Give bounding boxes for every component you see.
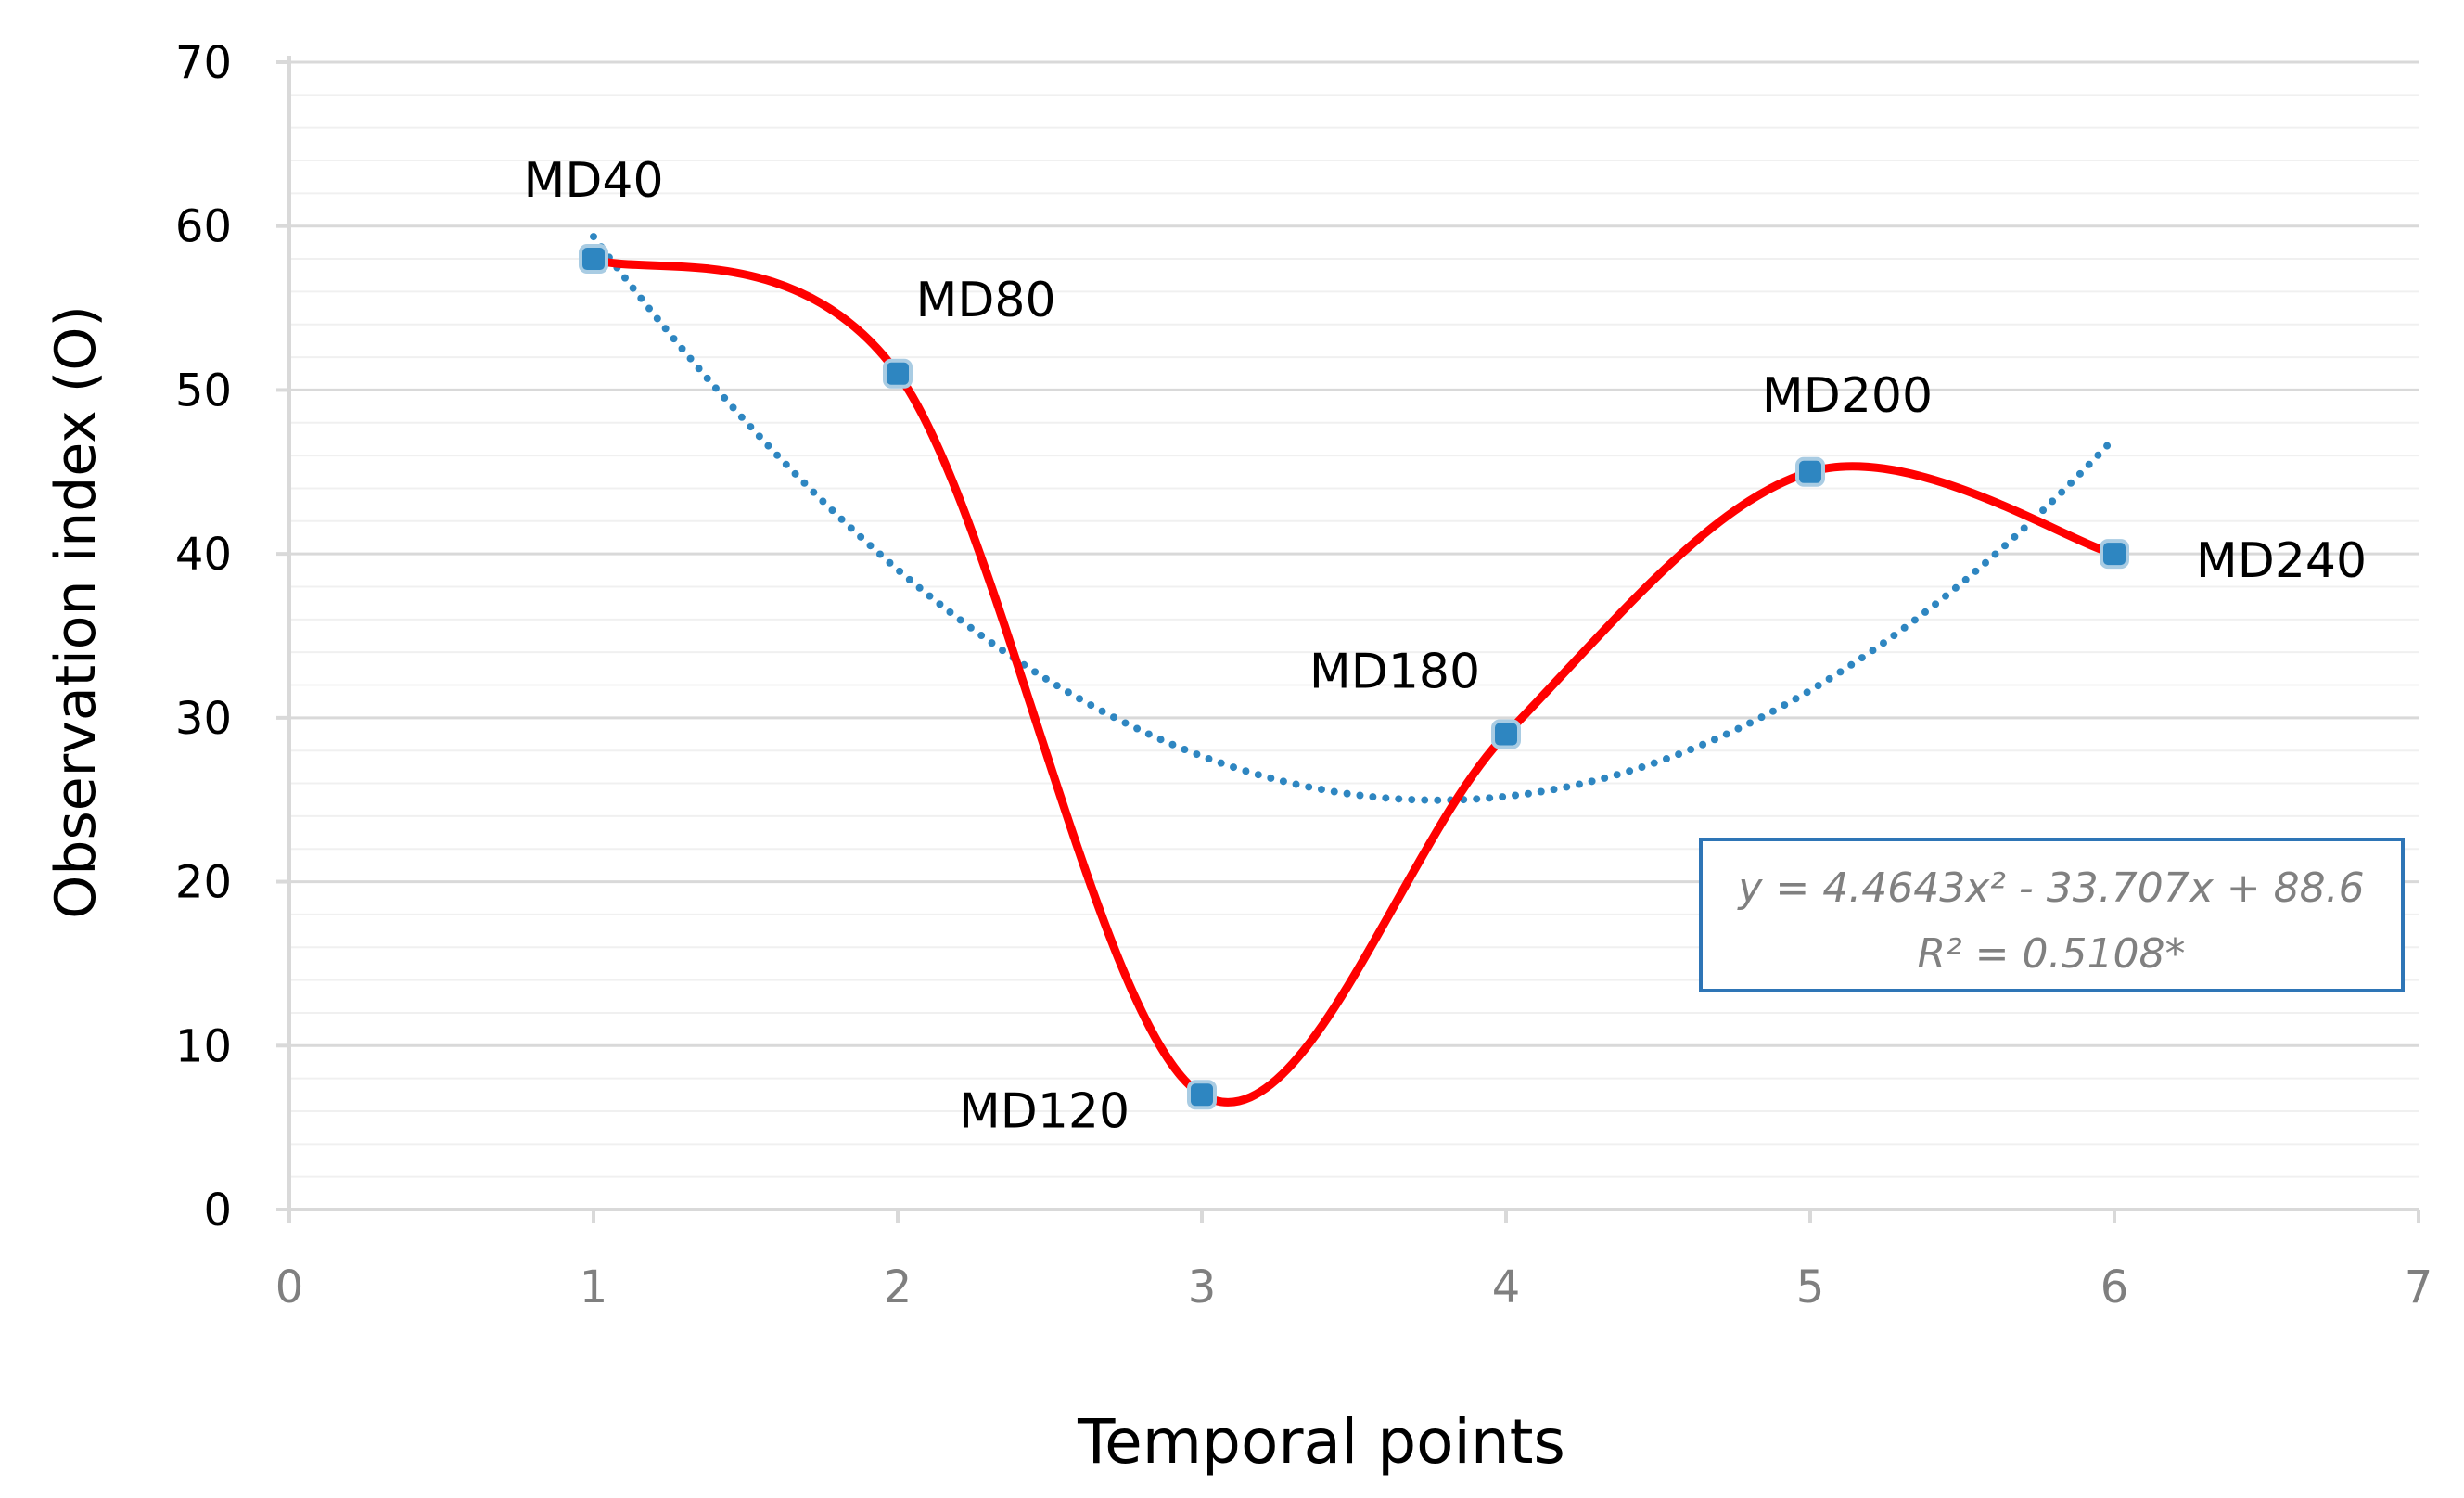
y-tick-label: 30 (175, 693, 232, 745)
trendline (590, 233, 2118, 804)
x-tick-label: 2 (884, 1261, 913, 1313)
data-point-label: MD200 (1762, 368, 1933, 424)
x-ticks: 0 1 2 3 4 5 6 7 (275, 1210, 2433, 1313)
y-tick-label: 70 (175, 37, 232, 89)
data-point-label: MD120 (959, 1083, 1130, 1139)
data-point-marker (1187, 1080, 1217, 1110)
x-tick-label: 6 (2100, 1261, 2129, 1313)
y-tick-label: 40 (175, 529, 232, 581)
trendline-equation-box: y = 4.4643x² - 33.707x + 88.6 R² = 0.510… (1699, 838, 2405, 992)
y-tick-label: 20 (175, 857, 232, 909)
trendline-layer (590, 233, 2118, 804)
data-point-label: MD180 (1309, 645, 1480, 700)
y-tick-label: 10 (175, 1020, 232, 1072)
gridlines (289, 60, 2419, 1178)
x-axis-title: Temporal points (1077, 1406, 1565, 1478)
data-point-marker (1795, 456, 1825, 487)
x-tick-label: 4 (1492, 1261, 1521, 1313)
y-tick-label: 60 (175, 201, 232, 253)
y-tick-label: 0 (203, 1184, 232, 1236)
y-axis-title: Observation index (O) (44, 305, 109, 919)
x-tick-label: 3 (1188, 1261, 1217, 1313)
data-point-marker (579, 244, 608, 275)
data-point-marker (883, 358, 913, 389)
y-ticks: 0 10 20 30 40 50 60 70 (175, 37, 289, 1236)
x-tick-label: 7 (2405, 1261, 2433, 1313)
x-tick-label: 1 (580, 1261, 608, 1313)
x-tick-label: 5 (1796, 1261, 1825, 1313)
data-point-label: MD40 (523, 153, 663, 209)
trendline-r-squared: R² = 0.5108* (1917, 930, 2185, 978)
trendline-equation: y = 4.4643x² - 33.707x + 88.6 (1736, 864, 2364, 912)
data-point-label: MD240 (2196, 533, 2367, 589)
equation-box-border (1699, 838, 2405, 992)
data-point-label: MD80 (915, 273, 1055, 328)
data-point-marker (2100, 539, 2129, 570)
axes (287, 56, 2419, 1211)
y-tick-label: 50 (175, 365, 232, 416)
point-labels-layer: MD40 MD80 MD120 MD180 MD200 MD240 (523, 153, 2367, 1139)
data-point-marker (1491, 719, 1521, 749)
x-tick-label: 0 (275, 1261, 304, 1313)
markers-layer (579, 244, 2129, 1110)
